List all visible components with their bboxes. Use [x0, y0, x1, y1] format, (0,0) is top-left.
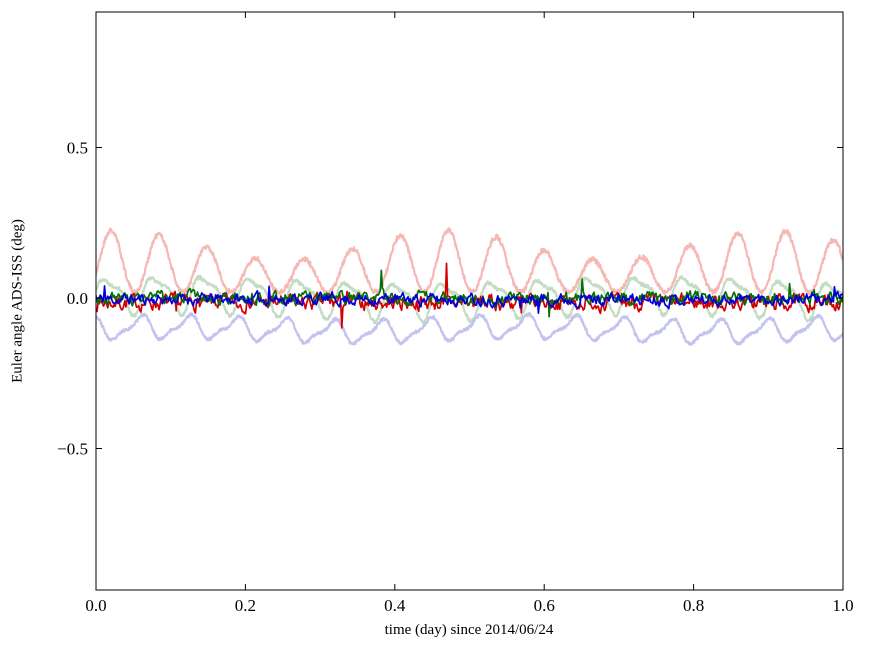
x-axis-label: time (day) since 2014/06/24 — [384, 622, 554, 638]
series-euler-angle-3-unsmoothed — [96, 312, 843, 346]
y-axis-label: Euler angle ADS-ISS (deg) — [9, 219, 26, 383]
x-tick-label: 0.4 — [384, 596, 406, 615]
series-euler-angle-2-filtered — [96, 269, 843, 318]
x-tick-label: 0.2 — [235, 596, 256, 615]
y-tick-label: 0.5 — [67, 138, 88, 157]
x-tick-label: 0.6 — [534, 596, 555, 615]
y-tick-label: −0.5 — [57, 439, 88, 458]
x-tick-label: 0.0 — [85, 596, 106, 615]
y-tick-label: 0.0 — [67, 289, 88, 308]
series-euler-angle-3-filtered — [96, 285, 843, 315]
x-tick-label: 1.0 — [832, 596, 853, 615]
series-euler-angle-1-unsmoothed — [96, 227, 843, 296]
axes-frame — [95, 11, 844, 591]
x-tick-label: 0.8 — [683, 596, 704, 615]
